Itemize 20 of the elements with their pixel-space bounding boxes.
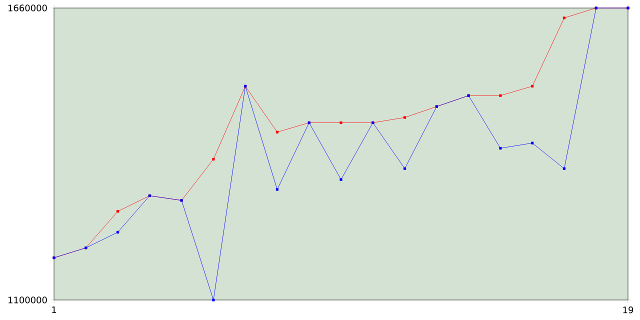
point: [276, 130, 279, 134]
point: [116, 210, 120, 213]
point: [403, 167, 406, 170]
point: [276, 188, 279, 191]
point: [562, 16, 566, 20]
point: [212, 298, 215, 302]
point: [340, 178, 342, 181]
x-tick-label: 19: [623, 306, 634, 314]
point: [562, 167, 566, 170]
point: [531, 142, 534, 144]
point: [499, 146, 502, 150]
point: [403, 116, 406, 119]
point: [531, 84, 534, 88]
point: [212, 158, 215, 161]
point: [499, 94, 502, 97]
x-tick-label: 1: [52, 306, 56, 314]
point: [340, 121, 342, 124]
y-tick-label: 1100000: [8, 296, 47, 304]
y-tick-label: 1660000: [8, 4, 47, 12]
point: [116, 230, 120, 234]
